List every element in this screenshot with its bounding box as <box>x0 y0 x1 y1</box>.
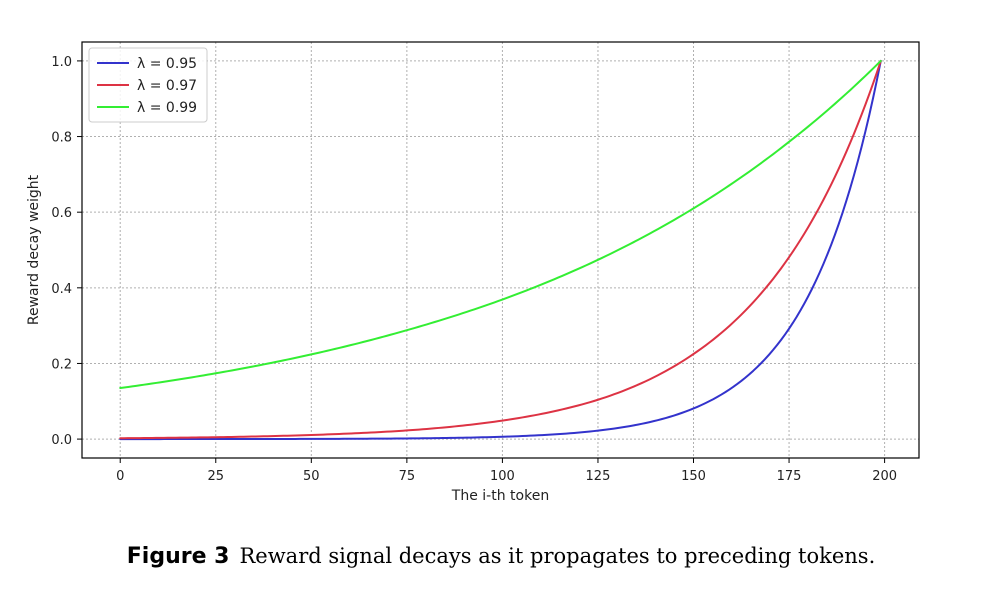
legend-label: λ = 0.99 <box>137 100 197 116</box>
x-tick-label: 200 <box>872 469 897 484</box>
figure-caption: Figure 3 Reward signal decays as it propa… <box>0 544 1002 569</box>
y-tick-label: 0.2 <box>51 357 72 372</box>
caption-label: Figure 3 <box>126 544 230 569</box>
plot-frame <box>81 41 920 459</box>
y-tick-label: 0.4 <box>51 282 72 297</box>
y-tick-label: 0.6 <box>51 206 72 221</box>
caption-text: Reward signal decays as it propagates to… <box>239 544 876 568</box>
x-tick-label: 175 <box>777 469 802 484</box>
legend-label: λ = 0.95 <box>137 56 197 72</box>
legend: λ = 0.95 λ = 0.97 λ = 0.99 <box>88 47 208 123</box>
y-tick-label: 0.0 <box>51 433 72 448</box>
grid <box>82 42 919 458</box>
x-tick-label: 150 <box>681 469 706 484</box>
x-tick-label: 25 <box>207 469 224 484</box>
chart: 0 25 50 75 100 125 150 175 200 0.0 0.2 0.4 0.6 0.8 1.0… <box>26 41 920 504</box>
y-tick-label: 0.8 <box>51 131 72 146</box>
x-tick-label: 50 <box>303 469 320 484</box>
axis-ticks: 0 25 50 75 100 125 150 175 200 0.0 0.2 0.4 0.6 0.8 1.0 <box>51 55 897 484</box>
x-tick-label: 125 <box>586 469 611 484</box>
legend-box <box>88 47 208 123</box>
series-line <box>119 59 882 390</box>
y-axis-title: Reward decay weight <box>26 174 42 325</box>
x-tick-label: 75 <box>399 469 416 484</box>
x-tick-label: 0 <box>116 469 124 484</box>
series-line <box>119 59 882 441</box>
series-lines <box>119 59 882 441</box>
x-tick-label: 100 <box>490 469 515 484</box>
legend-label: λ = 0.97 <box>137 78 197 94</box>
series-line <box>119 59 882 440</box>
x-axis-title: The i-th token <box>451 488 549 504</box>
y-tick-label: 1.0 <box>51 55 72 70</box>
